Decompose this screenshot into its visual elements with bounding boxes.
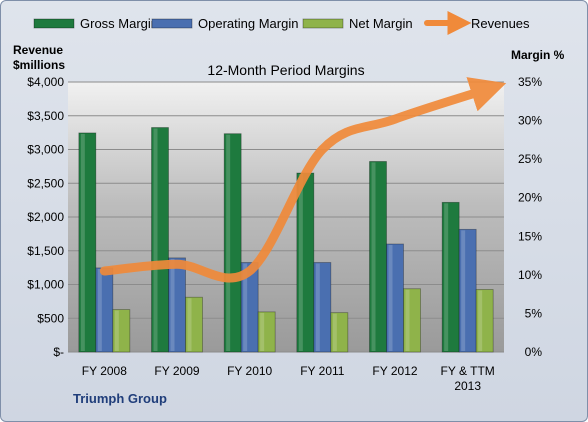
legend-label: Net Margin <box>349 16 413 31</box>
legend-swatch <box>33 18 75 29</box>
bar-net-margin <box>112 309 131 353</box>
bar-operating-margin <box>313 262 332 353</box>
bar-highlight <box>114 310 119 351</box>
bar-net-margin <box>185 296 203 353</box>
bar-highlight <box>97 268 102 351</box>
bar-gross-margin <box>78 132 97 353</box>
y-right-tick-label: 0% <box>525 345 543 359</box>
y-left-label-line1: Revenue <box>13 43 63 57</box>
bar-highlight <box>371 162 376 351</box>
x-tick-label: 2013 <box>454 379 481 393</box>
bar-highlight <box>332 313 337 351</box>
bar-highlight <box>260 312 265 351</box>
legend-label: Gross Margin <box>80 16 158 31</box>
y-left-tick-label: $1,500 <box>27 244 64 258</box>
y-left-tick-label: $2,500 <box>27 176 64 190</box>
y-left-tick-label: $500 <box>37 311 64 325</box>
company-name: Triumph Group <box>73 391 167 406</box>
bar-net-margin <box>257 311 276 353</box>
bar-gross-margin <box>151 127 169 353</box>
x-tick-label: FY 2010 <box>227 364 272 378</box>
y-left-tick-labels: $- $500 $1,000 $1,500 $2,000 $2,500 $3,000 $3,5… <box>27 75 64 359</box>
bar-highlight <box>298 174 303 351</box>
bar-highlight <box>226 134 231 351</box>
y-right-label: Margin % <box>511 48 565 62</box>
bar-highlight <box>315 263 320 351</box>
legend-label: Revenues <box>471 16 530 31</box>
bar-highlight <box>444 203 449 351</box>
bar-highlight <box>153 128 158 351</box>
bar-gross-margin <box>223 133 242 353</box>
bar-highlight <box>187 298 192 351</box>
x-tick-label: FY & TTM <box>441 364 495 378</box>
y-left-tick-label: $3,000 <box>27 143 64 157</box>
y-right-tick-label: 25% <box>518 152 542 166</box>
legend-swatch <box>302 18 344 29</box>
y-left-tick-label: $- <box>53 345 64 359</box>
y-left-label-line2: $millions <box>13 58 65 72</box>
bar-highlight <box>80 133 85 351</box>
bar-highlight <box>388 245 393 351</box>
bar-highlight <box>405 289 410 351</box>
bar-net-margin <box>330 312 349 353</box>
legend-swatch <box>151 18 193 29</box>
bar-net-margin <box>475 289 494 353</box>
revenue-line-layer <box>99 77 507 283</box>
y-left-tick-label: $2,000 <box>27 210 64 224</box>
x-tick-label: FY 2011 <box>300 364 345 378</box>
y-right-tick-label: 30% <box>518 114 542 128</box>
bar-highlight <box>243 263 248 351</box>
bars-layer <box>78 127 494 353</box>
x-tick-labels: FY 2008 FY 2009 FY 2010 FY 2011 FY 2012 FY & … <box>82 364 495 393</box>
bar-highlight <box>461 230 466 351</box>
y-right-tick-label: 10% <box>518 268 542 282</box>
y-right-tick-labels: 0% 5% 10% 15% 20% 25% 30% 35% <box>518 75 542 359</box>
x-tick-label: FY 2008 <box>82 364 127 378</box>
x-tick-label: FY 2009 <box>154 364 199 378</box>
y-left-tick-label: $3,500 <box>27 109 64 123</box>
y-left-tick-label: $4,000 <box>27 75 64 89</box>
bar-highlight <box>478 290 483 351</box>
chart-title: 12-Month Period Margins <box>207 62 364 78</box>
y-left-tick-label: $1,000 <box>27 278 64 292</box>
y-right-tick-label: 5% <box>525 306 543 320</box>
y-right-tick-label: 15% <box>518 229 542 243</box>
bar-operating-margin <box>240 262 259 353</box>
bar-net-margin <box>403 288 421 353</box>
legend-label: Operating Margin <box>198 16 298 31</box>
y-right-tick-label: 35% <box>518 75 542 89</box>
y-right-tick-label: 20% <box>518 191 542 205</box>
bar-highlight <box>170 258 175 351</box>
x-tick-label: FY 2012 <box>372 364 417 378</box>
chart-legend: Gross Margin Operating Margin Net Margin Re… <box>33 11 530 35</box>
